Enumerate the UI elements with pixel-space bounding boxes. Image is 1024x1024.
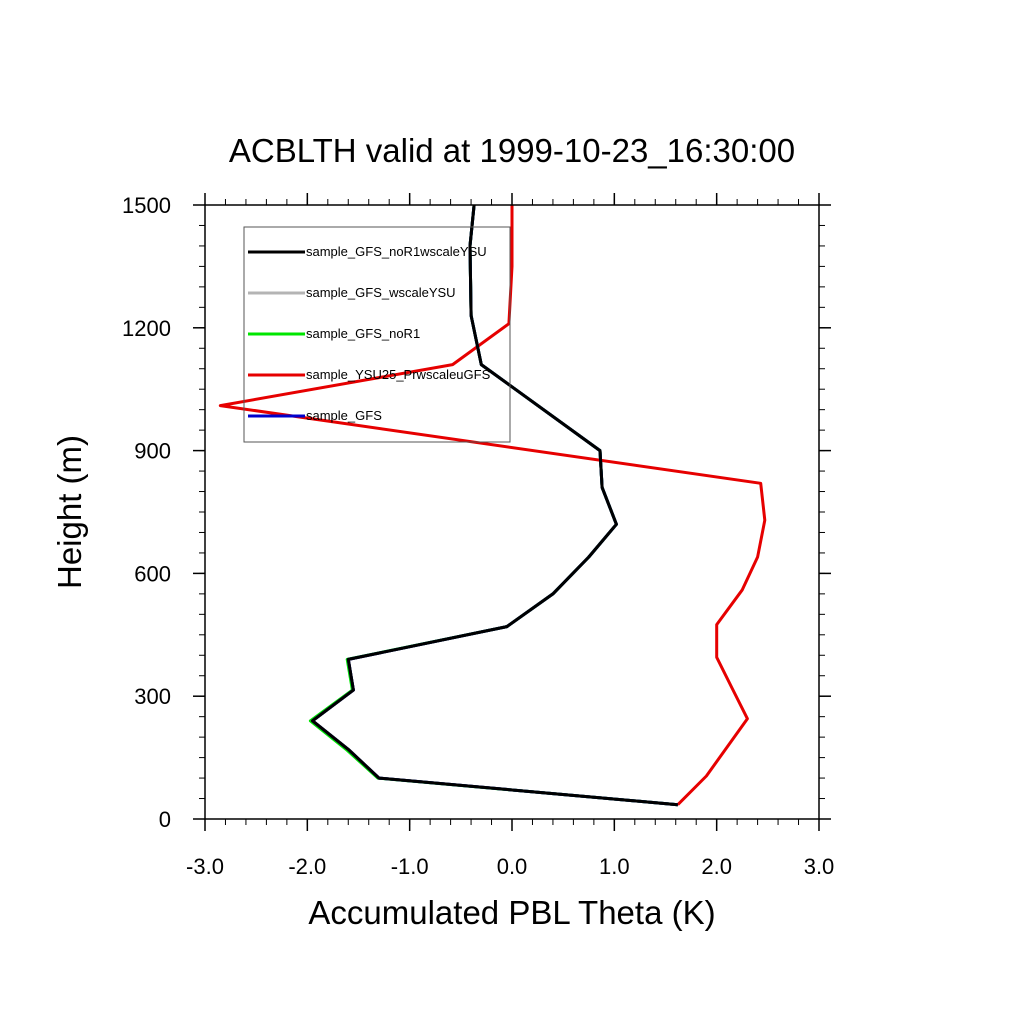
plot-frame (204, 204, 820, 820)
y-tick-label: 900 (134, 439, 171, 464)
plot-lines (218, 204, 767, 807)
legend-label: sample_GFS_noR1 (306, 326, 420, 341)
y-axis-title: Height (m) (51, 435, 88, 589)
legend-box (243, 226, 511, 443)
legend-label: sample_GFS_wscaleYSU (306, 285, 456, 300)
legend-label: sample_YSU25_PrwscaleuGFS (306, 367, 491, 382)
legend: sample_GFS_noR1wscaleYSU sample_GFS_wscal… (243, 226, 511, 443)
y-tick-label: 1500 (122, 193, 171, 218)
x-tick-label: -2.0 (288, 854, 326, 879)
legend-label: sample_GFS (306, 408, 382, 423)
x-tick-label: -1.0 (391, 854, 429, 879)
y-tick-label: 300 (134, 684, 171, 709)
y-tick-label: 1200 (122, 316, 171, 341)
x-axis-title: Accumulated PBL Theta (K) (308, 894, 715, 931)
series-line-1-overlay (311, 204, 678, 807)
x-tick-label: 2.0 (701, 854, 732, 879)
y-tick-label: 600 (134, 561, 171, 586)
x-tick-label: 3.0 (804, 854, 835, 879)
series-line-4 (218, 205, 767, 806)
x-tick-label: 0.0 (497, 854, 528, 879)
x-tick-label: 1.0 (599, 854, 630, 879)
x-tick-label: -3.0 (186, 854, 224, 879)
chart-title: ACBLTH valid at 1999-10-23_16:30:00 (229, 132, 795, 169)
y-tick-label: 0 (159, 807, 171, 832)
legend-label: sample_GFS_noR1wscaleYSU (306, 244, 487, 259)
axes: -3.0 -2.0 -1.0 0.0 1.0 2.0 3.0 0 300 600 900 1200 15… (122, 193, 834, 879)
